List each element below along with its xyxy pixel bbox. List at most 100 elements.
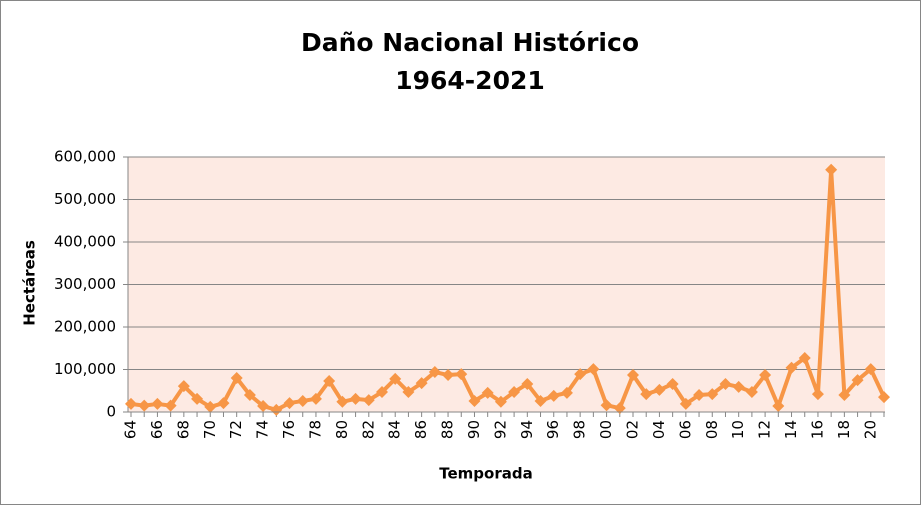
x-tick-label: 66 <box>148 420 166 439</box>
y-tick-label: 200,000 <box>54 318 116 336</box>
marker <box>719 377 732 390</box>
x-tick-label: 94 <box>518 420 536 439</box>
chart-subtitle: 1964-2021 <box>395 66 545 95</box>
y-tick-label: 400,000 <box>54 233 116 251</box>
marker <box>640 388 653 401</box>
x-tick-label: 70 <box>201 420 219 439</box>
marker <box>811 388 824 401</box>
marker <box>508 386 521 399</box>
x-tick-label: 02 <box>624 420 642 439</box>
marker <box>177 380 190 393</box>
marker <box>547 389 560 402</box>
x-tick-label: 80 <box>333 420 351 439</box>
marker <box>257 400 270 413</box>
marker <box>151 397 164 410</box>
marker <box>825 163 838 176</box>
marker <box>243 389 256 401</box>
x-tick-label: 08 <box>703 420 721 439</box>
y-tick-label: 100,000 <box>54 360 116 378</box>
x-tick-label: 20 <box>861 420 879 439</box>
marker <box>296 394 309 407</box>
y-axis-title: Hectáreas <box>21 240 39 326</box>
x-tick-label: 68 <box>174 420 192 439</box>
marker <box>587 363 600 376</box>
marker <box>878 391 890 404</box>
marker <box>851 374 864 387</box>
x-tick-label: 64 <box>122 420 140 439</box>
marker <box>666 377 679 390</box>
x-tick-label: 12 <box>756 420 774 439</box>
y-tick-label: 500,000 <box>54 190 116 208</box>
x-tick-label: 00 <box>597 420 615 439</box>
x-axis-title: Temporada <box>439 465 532 483</box>
x-tick-label: 78 <box>306 420 324 439</box>
marker <box>402 386 415 399</box>
marker <box>732 380 745 393</box>
chart-title: Daño Nacional Histórico <box>301 28 639 57</box>
marker <box>864 363 877 376</box>
marker <box>706 388 719 401</box>
marker <box>204 400 217 413</box>
marker <box>309 392 322 405</box>
marker <box>468 394 481 407</box>
y-tick-label: 600,000 <box>54 148 116 166</box>
marker <box>534 394 547 407</box>
x-tick-label: 74 <box>254 420 272 439</box>
marker <box>442 369 455 382</box>
x-tick-label: 86 <box>412 420 430 439</box>
x-tick-label: 72 <box>227 420 245 439</box>
marker <box>428 366 441 379</box>
x-tick-label: 90 <box>465 420 483 439</box>
marker <box>191 392 204 405</box>
marker <box>600 399 613 412</box>
marker <box>653 383 666 396</box>
x-tick-label: 98 <box>571 420 589 439</box>
marker <box>217 397 230 410</box>
marker <box>481 386 494 399</box>
y-tick-label: 0 <box>106 403 116 421</box>
marker <box>376 386 388 399</box>
marker <box>415 377 428 390</box>
marker <box>125 397 137 410</box>
marker <box>759 369 772 382</box>
marker <box>772 400 785 413</box>
marker <box>785 361 798 374</box>
marker <box>336 395 349 408</box>
marker <box>693 389 706 401</box>
marker <box>323 374 336 387</box>
marker <box>164 399 177 412</box>
marker <box>389 372 402 385</box>
marker <box>521 377 534 390</box>
marker <box>349 392 362 405</box>
marker <box>745 386 758 399</box>
marker <box>679 397 692 410</box>
x-tick-label: 14 <box>782 420 800 439</box>
marker <box>627 369 639 382</box>
marker <box>455 368 468 381</box>
marker <box>230 372 243 384</box>
x-tick-label: 88 <box>439 420 457 439</box>
x-tick-label: 96 <box>544 420 562 439</box>
y-tick-label: 300,000 <box>54 275 116 293</box>
marker <box>838 389 851 401</box>
x-tick-label: 06 <box>676 420 694 439</box>
x-tick-label: 92 <box>491 420 509 439</box>
marker <box>613 402 626 415</box>
x-tick-label: 76 <box>280 420 298 439</box>
marker <box>283 397 296 410</box>
x-tick-label: 16 <box>808 420 826 439</box>
marker <box>494 395 507 408</box>
marker <box>560 386 573 399</box>
x-tick-label: 04 <box>650 420 668 439</box>
marker <box>798 352 811 365</box>
marker <box>270 403 283 416</box>
marker <box>574 368 587 381</box>
x-tick-label: 10 <box>729 420 747 439</box>
line <box>130 167 886 412</box>
marker <box>138 399 151 412</box>
x-tick-label: 84 <box>386 420 404 439</box>
x-tick-label: 82 <box>359 420 377 439</box>
marker <box>362 394 375 407</box>
x-tick-label: 18 <box>835 420 853 439</box>
